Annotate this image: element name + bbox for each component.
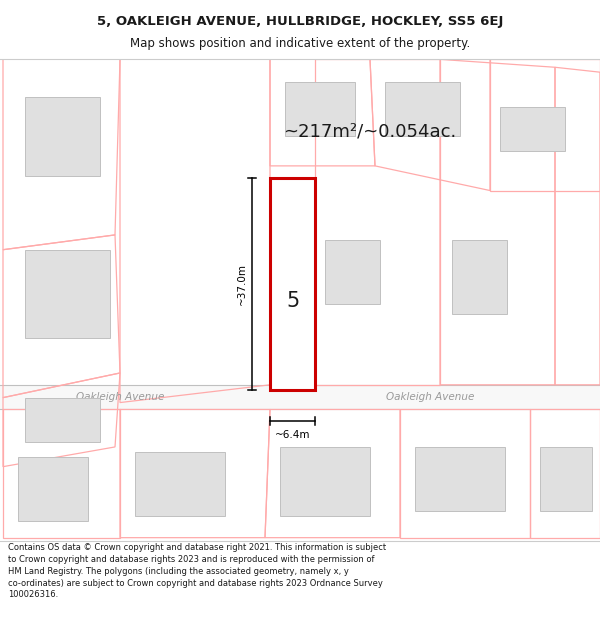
Text: ~6.4m: ~6.4m <box>275 430 310 440</box>
Text: Oakleigh Avenue: Oakleigh Avenue <box>76 392 164 402</box>
Bar <box>18 457 88 521</box>
Text: ~37.0m: ~37.0m <box>237 262 247 305</box>
Bar <box>385 82 460 136</box>
Text: ~217m²/~0.054ac.: ~217m²/~0.054ac. <box>283 122 457 141</box>
Bar <box>500 107 565 151</box>
Bar <box>0 385 600 409</box>
Text: Oakleigh Avenue: Oakleigh Avenue <box>386 392 474 402</box>
Bar <box>415 447 505 511</box>
Bar <box>25 250 110 339</box>
Text: Contains OS data © Crown copyright and database right 2021. This information is : Contains OS data © Crown copyright and d… <box>8 543 386 599</box>
Bar <box>452 240 507 314</box>
Bar <box>270 177 315 390</box>
Bar <box>135 452 225 516</box>
Text: 5, OAKLEIGH AVENUE, HULLBRIDGE, HOCKLEY, SS5 6EJ: 5, OAKLEIGH AVENUE, HULLBRIDGE, HOCKLEY,… <box>97 16 503 28</box>
Text: Map shows position and indicative extent of the property.: Map shows position and indicative extent… <box>130 38 470 50</box>
Text: 5: 5 <box>286 291 299 311</box>
Bar <box>540 447 592 511</box>
Bar <box>285 82 355 136</box>
Bar <box>25 97 100 176</box>
Bar <box>325 240 380 304</box>
Bar <box>280 447 370 516</box>
Bar <box>25 398 100 442</box>
